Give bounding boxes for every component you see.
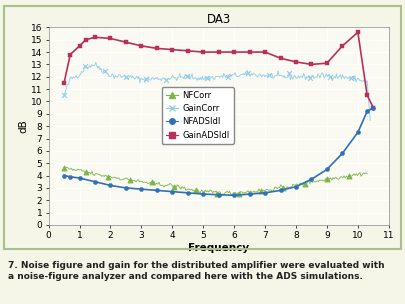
Legend: NFCorr, GainCorr, NFADSIdI, GainADSIdI: NFCorr, GainCorr, NFADSIdI, GainADSIdI [162, 87, 234, 144]
NFCorr [126, 178, 133, 182]
NFADSIdI [216, 193, 221, 196]
GainCorr [307, 75, 313, 80]
NFCorr [83, 169, 89, 174]
Title: DA3: DA3 [207, 13, 231, 26]
GainADSIdI [77, 44, 82, 48]
GainCorr [347, 75, 354, 80]
GainCorr [81, 64, 88, 68]
GainADSIdI [324, 61, 329, 65]
NFCorr [214, 191, 221, 196]
NFADSIdI [124, 186, 128, 190]
NFADSIdI [201, 192, 206, 196]
GainADSIdI [201, 50, 206, 54]
NFADSIdI [356, 130, 360, 134]
GainADSIdI [216, 50, 221, 54]
NFCorr [149, 180, 155, 185]
GainADSIdI [365, 93, 370, 97]
GainADSIdI [247, 50, 252, 54]
NFADSIdI [247, 192, 252, 196]
GainADSIdI [294, 60, 298, 64]
NFADSIdI [68, 175, 72, 179]
GainCorr [327, 75, 334, 80]
NFADSIdI [154, 188, 159, 192]
NFADSIdI [324, 168, 329, 171]
GainCorr [163, 78, 170, 83]
NFADSIdI [77, 176, 82, 180]
NFCorr [104, 175, 111, 180]
NFADSIdI [278, 188, 283, 192]
GainCorr [184, 73, 190, 78]
GainADSIdI [154, 47, 159, 50]
NFADSIdI [185, 191, 190, 195]
Line: NFADSIdI: NFADSIdI [62, 105, 375, 197]
GainCorr [61, 92, 67, 97]
NFCorr [345, 174, 352, 179]
GainCorr [286, 71, 292, 76]
NFADSIdI [232, 194, 237, 197]
GainADSIdI [309, 63, 314, 66]
GainCorr [225, 75, 231, 80]
NFADSIdI [62, 174, 66, 178]
NFADSIdI [365, 109, 370, 113]
NFADSIdI [309, 178, 314, 181]
GainADSIdI [356, 30, 360, 34]
NFADSIdI [108, 184, 113, 187]
NFADSIdI [139, 187, 144, 191]
GainADSIdI [371, 106, 376, 109]
GainADSIdI [263, 50, 268, 54]
GainADSIdI [232, 50, 237, 54]
NFCorr [171, 184, 177, 189]
GainADSIdI [124, 40, 128, 44]
NFCorr [302, 182, 308, 187]
GainADSIdI [170, 48, 175, 51]
X-axis label: Frequency: Frequency [188, 243, 249, 253]
GainADSIdI [93, 36, 98, 39]
NFCorr [192, 188, 199, 193]
NFADSIdI [263, 191, 268, 195]
NFCorr [324, 176, 330, 181]
NFCorr [236, 191, 243, 196]
Y-axis label: dB: dB [18, 119, 28, 133]
GainADSIdI [185, 49, 190, 53]
NFCorr [258, 189, 264, 194]
GainCorr [204, 75, 211, 80]
GainADSIdI [139, 44, 144, 48]
NFCorr [61, 165, 67, 170]
NFADSIdI [340, 151, 345, 155]
NFADSIdI [93, 180, 98, 184]
GainADSIdI [340, 44, 345, 48]
NFADSIdI [294, 185, 298, 188]
GainADSIdI [62, 81, 66, 85]
NFCorr [280, 185, 286, 190]
GainCorr [245, 71, 252, 76]
GainADSIdI [278, 57, 283, 60]
GainADSIdI [83, 38, 88, 42]
Text: 7. Noise figure and gain for the distributed amplifier were evaluated with
a noi: 7. Noise figure and gain for the distrib… [8, 261, 385, 281]
GainCorr [102, 68, 108, 73]
GainCorr [122, 75, 129, 80]
GainCorr [266, 73, 272, 78]
NFADSIdI [170, 190, 175, 193]
GainCorr [143, 77, 149, 82]
GainADSIdI [108, 37, 113, 40]
GainADSIdI [68, 53, 72, 56]
NFADSIdI [371, 106, 376, 109]
Line: GainADSIdI: GainADSIdI [62, 30, 376, 110]
